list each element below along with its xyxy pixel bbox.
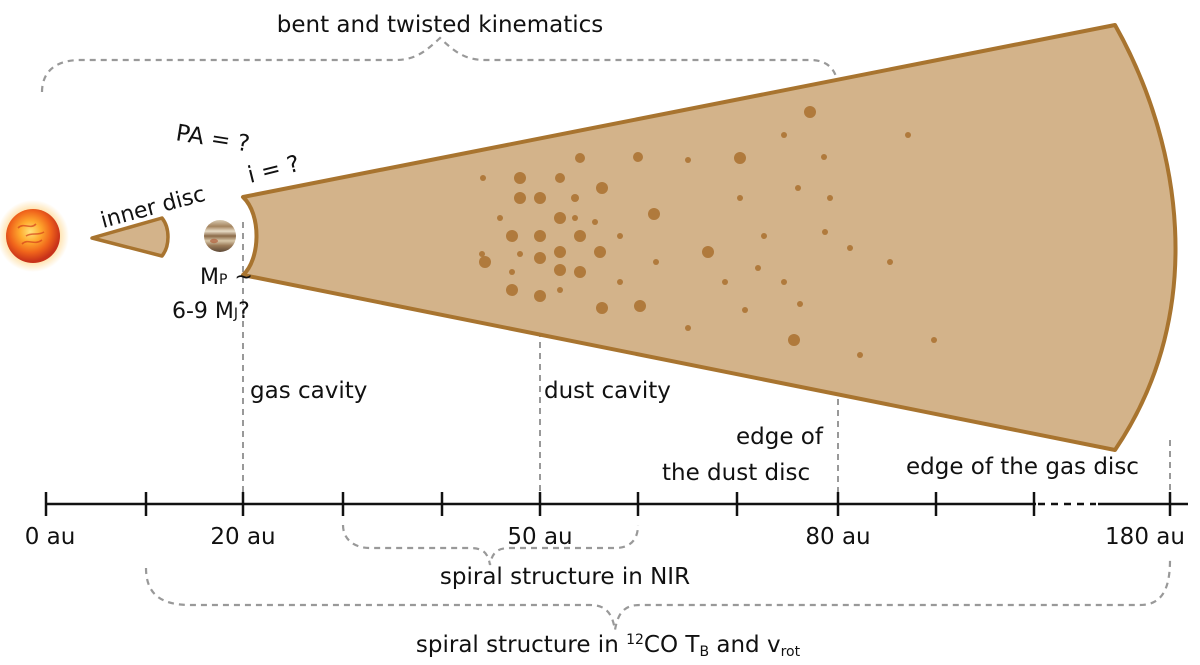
dust-grain bbox=[781, 132, 787, 138]
tick-label: 50 au bbox=[507, 524, 572, 550]
dust-grain bbox=[617, 233, 623, 239]
dust-grain bbox=[648, 208, 660, 220]
dust-grain bbox=[653, 259, 659, 265]
top-brace-label: bent and twisted kinematics bbox=[277, 12, 604, 38]
dust-grain bbox=[722, 279, 728, 285]
dust-grain bbox=[702, 246, 714, 258]
dust-grain bbox=[634, 300, 646, 312]
dust-grain bbox=[554, 212, 566, 224]
co-spiral-label: spiral structure in 12CO TB and vrot bbox=[416, 632, 801, 660]
dust-grain bbox=[821, 154, 827, 160]
inner-disc bbox=[90, 216, 170, 258]
tick-label: 20 au bbox=[210, 524, 275, 550]
dust-grain bbox=[737, 195, 743, 201]
dust-grain bbox=[574, 230, 586, 242]
dust-grain bbox=[755, 265, 761, 271]
dust-grain bbox=[575, 153, 585, 163]
dust-grain bbox=[506, 230, 518, 242]
dust-grain bbox=[596, 302, 608, 314]
dust-grain bbox=[592, 219, 598, 225]
dust-grain bbox=[797, 301, 803, 307]
dust-grain bbox=[571, 194, 579, 202]
inclination-label: i = ? bbox=[245, 151, 302, 189]
dust-grain bbox=[555, 173, 565, 183]
dust-grain bbox=[734, 152, 746, 164]
dust-grain bbox=[827, 195, 833, 201]
dust-grain bbox=[887, 259, 893, 265]
dust-grain bbox=[574, 266, 586, 278]
planet-icon bbox=[204, 220, 236, 252]
gas-cavity-label: gas cavity bbox=[250, 378, 367, 404]
edge-dust-label-2: the dust disc bbox=[662, 460, 810, 486]
dust-grain bbox=[514, 192, 526, 204]
dust-grain bbox=[479, 256, 491, 268]
dust-grain bbox=[795, 185, 801, 191]
dust-grain bbox=[905, 132, 911, 138]
star-icon bbox=[0, 200, 69, 272]
edge-dust-label-1: edge of bbox=[736, 424, 824, 450]
dust-grain bbox=[594, 246, 606, 258]
dust-grain bbox=[617, 279, 623, 285]
outer-disc bbox=[241, 23, 1178, 452]
tick-label: 80 au bbox=[805, 524, 870, 550]
dust-grain bbox=[931, 337, 937, 343]
dust-grain bbox=[788, 334, 800, 346]
planet-mass-range: 6-9 MJ? bbox=[172, 299, 250, 324]
dust-grain bbox=[572, 215, 578, 221]
top-brace bbox=[40, 36, 840, 93]
edge-gas-label: edge of the gas disc bbox=[906, 454, 1139, 480]
dust-cavity-label: dust cavity bbox=[544, 378, 671, 404]
dust-grain bbox=[534, 252, 546, 264]
dust-grain bbox=[554, 246, 566, 258]
dust-grain bbox=[847, 245, 853, 251]
radius-axis bbox=[44, 492, 1188, 516]
tick-label: 180 au bbox=[1105, 524, 1185, 550]
dust-grain bbox=[781, 279, 787, 285]
dust-grain bbox=[509, 269, 515, 275]
dust-grain bbox=[479, 251, 485, 257]
dust-grain bbox=[742, 307, 748, 313]
planet-mass-label: MP ~ bbox=[200, 265, 253, 290]
dust-grain bbox=[534, 192, 546, 204]
dust-grain bbox=[497, 215, 503, 221]
dust-grain bbox=[506, 284, 518, 296]
tick-label: 0 au bbox=[25, 524, 76, 550]
dust-grain bbox=[804, 106, 816, 118]
dust-grain bbox=[761, 233, 767, 239]
dust-grain bbox=[554, 264, 566, 276]
dust-grain bbox=[822, 229, 828, 235]
dust-grain bbox=[685, 325, 691, 331]
dust-grain bbox=[514, 172, 526, 184]
dust-grains bbox=[479, 106, 937, 358]
dust-grain bbox=[480, 175, 486, 181]
dust-grain bbox=[534, 290, 546, 302]
nir-spiral-label: spiral structure in NIR bbox=[440, 564, 690, 590]
pa-label: PA = ? bbox=[174, 120, 251, 157]
dust-grain bbox=[685, 157, 691, 163]
axis-tick-labels: 0 au 20 au 50 au 80 au 180 au bbox=[25, 524, 1185, 550]
co-brace bbox=[144, 559, 1172, 631]
dust-grain bbox=[517, 251, 523, 257]
nir-brace bbox=[341, 524, 640, 566]
dust-grain bbox=[633, 152, 643, 162]
dust-grain bbox=[557, 287, 563, 293]
dust-grain bbox=[534, 230, 546, 242]
dust-grain bbox=[596, 182, 608, 194]
dust-grain bbox=[857, 352, 863, 358]
